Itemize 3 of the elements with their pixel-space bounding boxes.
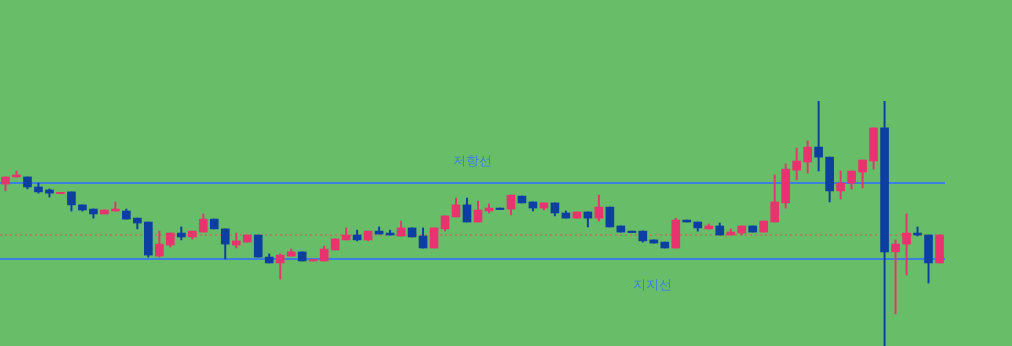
ref-line-label: 저항선 xyxy=(453,153,492,169)
ref-line-label: 지지선 xyxy=(632,277,672,293)
candlestick xyxy=(891,239,900,315)
